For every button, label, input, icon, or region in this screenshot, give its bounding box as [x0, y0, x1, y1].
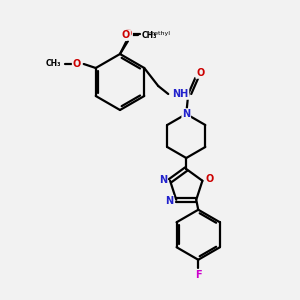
Text: methyl: methyl: [148, 32, 170, 37]
Text: O: O: [73, 59, 81, 69]
Text: O: O: [196, 68, 204, 78]
Text: O: O: [205, 174, 214, 184]
Text: O: O: [122, 30, 130, 40]
Text: N: N: [159, 175, 167, 185]
Text: CH₃: CH₃: [45, 59, 61, 68]
Text: NH: NH: [172, 89, 188, 99]
Text: N: N: [182, 109, 190, 119]
Text: N: N: [165, 196, 173, 206]
Text: O: O: [124, 29, 132, 39]
Text: F: F: [195, 270, 202, 280]
Text: CH₃: CH₃: [142, 31, 158, 40]
